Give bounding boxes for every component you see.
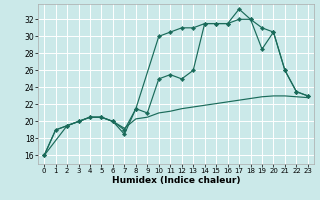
X-axis label: Humidex (Indice chaleur): Humidex (Indice chaleur) <box>112 176 240 185</box>
